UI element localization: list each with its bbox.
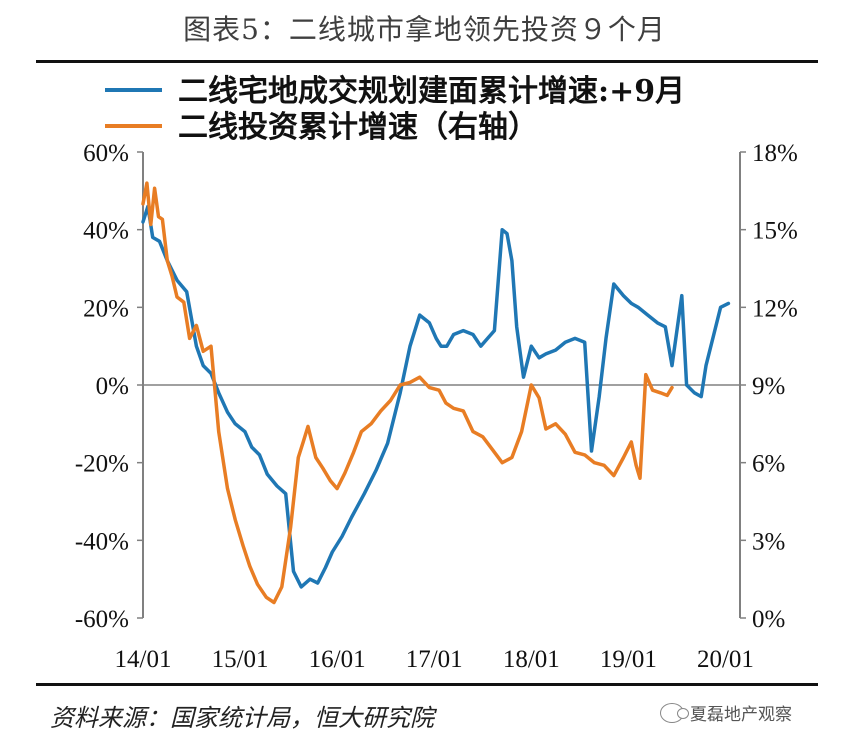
axes: 60% 40% 20% 0% -20% -40% -60% 18% 15% 12% 9% 6% 3% 0%… — [75, 140, 798, 673]
x-tick-label: 18/01 — [503, 646, 560, 673]
title-divider — [36, 60, 818, 63]
watermark-text: 夏磊地产观察 — [690, 705, 792, 725]
footer-divider — [36, 683, 818, 686]
series-lines — [141, 181, 731, 605]
x-tick-label: 14/01 — [115, 646, 172, 673]
left-tick-label: -60% — [75, 606, 129, 633]
right-tick-label: 6% — [752, 451, 785, 478]
right-tick-label: 18% — [752, 140, 798, 167]
left-tick-label: 60% — [83, 140, 129, 167]
right-tick-label: 3% — [752, 528, 785, 555]
left-tick-label: -20% — [75, 451, 129, 478]
right-tick-label: 12% — [752, 295, 798, 322]
source-note: 资料来源：国家统计局，恒大研究院 — [50, 704, 434, 732]
left-tick-label: 40% — [83, 218, 129, 245]
left-tick-label: 0% — [96, 373, 129, 400]
right-tick-label: 0% — [752, 606, 785, 633]
wechat-icon — [660, 702, 689, 723]
right-tick-label: 9% — [752, 373, 785, 400]
right-tick-label: 15% — [752, 218, 798, 245]
series-line-land-area — [141, 204, 731, 589]
x-tick-label: 19/01 — [600, 646, 657, 673]
x-tick-label: 15/01 — [212, 646, 269, 673]
left-tick-label: 20% — [83, 295, 129, 322]
left-tick-label: -40% — [75, 528, 129, 555]
x-tick-label: 16/01 — [309, 646, 366, 673]
chart-title: 图表5：二线城市拿地领先投资９个月 — [183, 13, 666, 46]
x-tick-label: 17/01 — [406, 646, 463, 673]
legend-label: 二线投资累计增速（右轴） — [178, 110, 538, 145]
watermark: 夏磊地产观察 — [660, 700, 792, 725]
series-line-investment — [141, 181, 674, 605]
legend-label: 二线宅地成交规划建面累计增速:+9月 — [178, 74, 685, 109]
x-tick-label: 20/01 — [697, 646, 754, 673]
